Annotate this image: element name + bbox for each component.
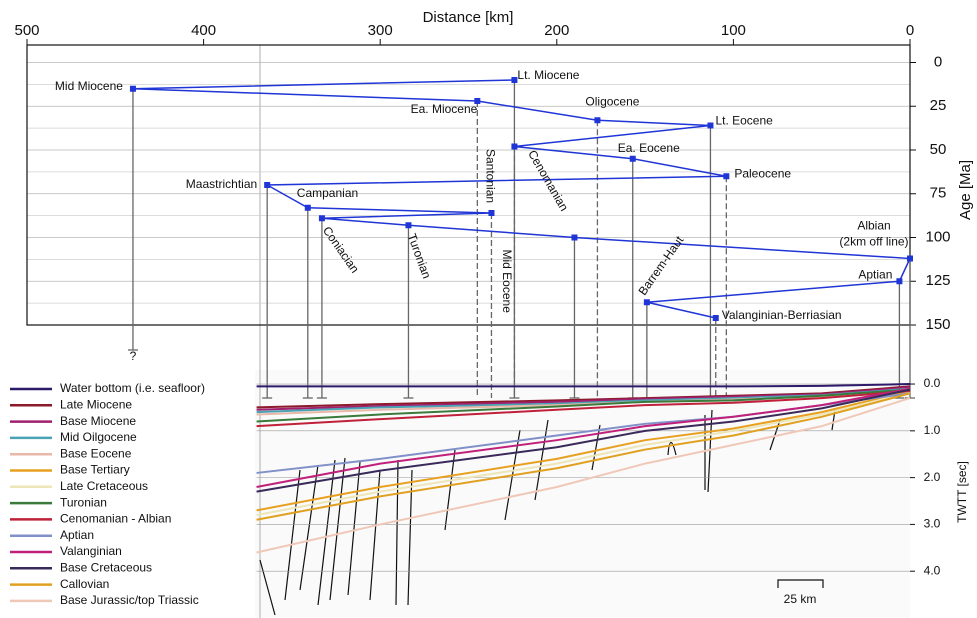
y-axis-title: Age [Ma] [957, 160, 974, 220]
y-tick-label: 4.0 [924, 563, 941, 577]
point-label: Paleocene [734, 166, 791, 180]
x-tick-label: 200 [544, 22, 569, 39]
legend-label: Base Jurassic/top Triassic [60, 593, 199, 607]
y-tick-label: 2.0 [924, 470, 941, 484]
point [488, 210, 494, 216]
point [707, 123, 713, 129]
legend-label: Aptian [60, 528, 94, 542]
legend-label: Valanginian [60, 544, 122, 558]
point-label: Ea. Eocene [618, 141, 680, 155]
scale-bar-label: 25 km [784, 592, 817, 606]
y-tick-label: 25 [930, 97, 947, 114]
legend-label: Turonian [60, 495, 107, 509]
x-tick-label: 500 [14, 22, 39, 39]
point-label: Ea. Miocene [411, 102, 478, 116]
y-tick-label: 150 [925, 316, 950, 333]
legend-label: Late Cretaceous [60, 479, 148, 493]
y-tick-label: 100 [925, 228, 950, 245]
point-label: Aptian [858, 267, 892, 281]
point-label: Campanian [297, 186, 358, 200]
legend-label: Base Cretaceous [60, 560, 152, 574]
figure: 25 km Distance [km] Age [Ma] TWTT [sec] … [0, 0, 977, 618]
x-tick-label: 300 [368, 22, 393, 39]
point [713, 315, 719, 321]
legend-label: Cenomanian - Albian [60, 512, 171, 526]
point-label: Maastrichtian [186, 177, 257, 191]
point-label: Mid Eocene [500, 250, 514, 314]
point [319, 215, 325, 221]
point [723, 173, 729, 179]
point-label: Albian [857, 219, 890, 233]
point [305, 205, 311, 211]
annotation: ? [130, 349, 137, 363]
x-axis-title: Distance [km] [423, 9, 514, 26]
annotation: (2km off line) [839, 235, 908, 249]
point [571, 235, 577, 241]
legend-label: Base Tertiary [60, 463, 130, 477]
point [644, 299, 650, 305]
x-tick-label: 400 [191, 22, 216, 39]
point [594, 117, 600, 123]
legend-label: Callovian [60, 577, 109, 591]
y2-axis-title: TWTT [sec] [955, 461, 969, 523]
point [405, 222, 411, 228]
point-label: Oligocene [585, 94, 639, 108]
y-tick-label: 3.0 [924, 517, 941, 531]
point [264, 182, 270, 188]
point [511, 144, 517, 150]
point-label: Lt. Eocene [715, 114, 773, 128]
y-tick-label: 125 [925, 272, 950, 289]
y-tick-label: 1.0 [924, 423, 941, 437]
point-label: Valanginian-Berriasian [722, 308, 842, 322]
point [130, 86, 136, 92]
legend-label: Base Miocene [60, 414, 136, 428]
point [630, 156, 636, 162]
point-label: Lt. Miocene [517, 68, 579, 82]
point-label: Santonian [483, 149, 497, 203]
point [907, 256, 913, 262]
point [896, 278, 902, 284]
y-tick-label: 75 [930, 185, 947, 202]
legend-label: Mid Oilgocene [60, 430, 137, 444]
y-tick-label: 0.0 [924, 376, 941, 390]
point-label: Mid Miocene [55, 79, 123, 93]
x-tick-label: 100 [721, 22, 746, 39]
y-tick-label: 0 [934, 53, 942, 70]
x-tick-label: 0 [906, 22, 914, 39]
legend-label: Late Miocene [60, 397, 132, 411]
y-tick-label: 50 [930, 141, 947, 158]
legend-label: Base Eocene [60, 446, 132, 460]
legend-label: Water bottom (i.e. seafloor) [60, 381, 205, 395]
